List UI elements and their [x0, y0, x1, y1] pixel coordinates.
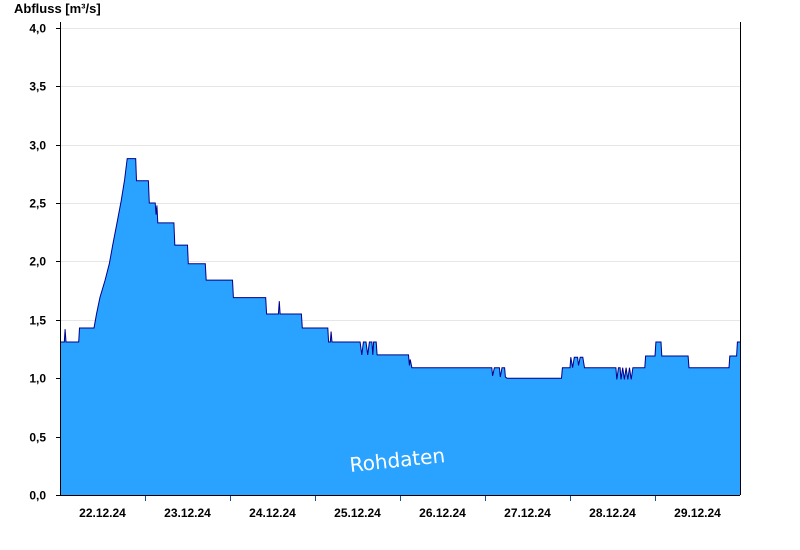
x-tick-label: 28.12.24 — [589, 506, 636, 520]
x-tick-label: 23.12.24 — [164, 506, 211, 520]
axes — [60, 22, 741, 496]
y-tick-label: 1,5 — [29, 314, 46, 328]
x-tick-label: 25.12.24 — [334, 506, 381, 520]
y-tick-label: 2,0 — [29, 255, 46, 269]
x-tick-label: 26.12.24 — [419, 506, 466, 520]
y-tick-label: 4,0 — [29, 22, 46, 36]
y-tick-label: 0,5 — [29, 431, 46, 445]
x-tick-label: 27.12.24 — [504, 506, 551, 520]
discharge-area — [60, 158, 740, 495]
y-axis-label: Abfluss [m³/s] — [14, 1, 101, 16]
y-tick-label: 3,5 — [29, 80, 46, 94]
y-tick-label: 1,0 — [29, 372, 46, 386]
y-tick-label: 0,0 — [29, 489, 46, 503]
x-ticks: 22.12.24 23.12.24 24.12.24 25.12.24 26.12.24… — [79, 506, 721, 520]
x-tick-label: 29.12.24 — [674, 506, 721, 520]
y-tick-label: 3,0 — [29, 139, 46, 153]
x-tick-label: 24.12.24 — [249, 506, 296, 520]
discharge-series — [60, 158, 740, 495]
discharge-line — [60, 158, 740, 380]
x-tick-label: 22.12.24 — [79, 506, 126, 520]
y-ticks: 0,0 0,5 1,0 1,5 2,0 2,5 3,0 3,5 4,0 — [29, 22, 60, 503]
y-tick-label: 2,5 — [29, 197, 46, 211]
